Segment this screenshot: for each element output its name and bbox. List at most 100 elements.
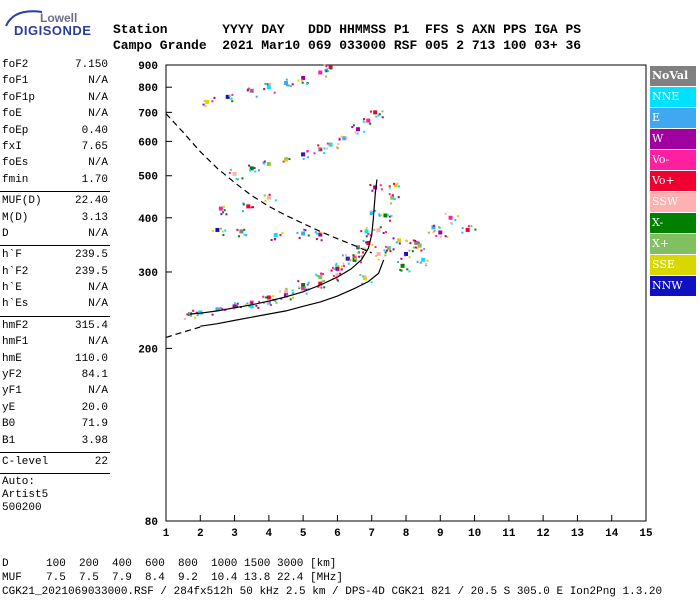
echo-spread-point	[408, 249, 411, 252]
param-row: foF2 7.150	[0, 58, 112, 74]
echo-spread-point	[230, 97, 233, 100]
echo-point	[448, 215, 453, 220]
echo-spread-point	[461, 227, 464, 230]
echo-spread-point	[236, 302, 239, 305]
echo-spread-point	[243, 228, 246, 231]
echo-spread-point	[268, 196, 271, 199]
echo-point	[318, 275, 323, 280]
echo-spread-point	[254, 170, 257, 173]
echo-spread-point	[385, 231, 388, 234]
echo-spread-point	[370, 281, 373, 284]
echo-spread-point	[228, 171, 231, 174]
y-tick-label: 200	[138, 344, 158, 356]
echo-spread-point	[346, 257, 349, 260]
echo-spread-point	[397, 185, 400, 188]
echo-spread-point	[343, 264, 346, 267]
echo-point	[335, 266, 340, 271]
echo-spread-point	[393, 182, 396, 185]
echo-spread-point	[414, 246, 417, 249]
param-label: foE	[2, 108, 22, 121]
echo-spread-point	[223, 209, 226, 212]
echo-spread-point	[291, 83, 294, 86]
param-value: 239.5	[74, 265, 108, 278]
echo-spread-point	[356, 132, 359, 135]
echo-spread-point	[264, 199, 267, 202]
echo-spread-point	[470, 225, 473, 228]
echo-spread-point	[236, 178, 239, 181]
param-value: N/A	[88, 91, 108, 104]
echo-spread-point	[286, 294, 289, 297]
header-field-names: Station YYYY DAY DDD HHMMSS P1 FFS S AXN…	[113, 22, 582, 37]
echo-spread-point	[247, 88, 250, 91]
echo-spread-point	[384, 251, 387, 254]
echo-spread-point	[251, 206, 254, 209]
echo-spread-point	[330, 269, 333, 272]
echo-spread-point	[382, 232, 385, 235]
echo-spread-point	[354, 257, 357, 260]
echo-point	[249, 304, 254, 309]
echo-spread-point	[388, 185, 391, 188]
param-row: B0 71.9	[0, 417, 112, 433]
echo-spread-point	[347, 257, 350, 260]
param-label: C-level	[2, 455, 49, 468]
param-value: 1.70	[81, 173, 108, 186]
footer-value: 800	[178, 558, 198, 570]
echo-spread-point	[406, 268, 409, 271]
echo-spread-point	[361, 282, 364, 285]
param-row: h`F 239.5	[0, 248, 112, 264]
param-label: h`F2	[2, 265, 29, 278]
param-label: foEp	[2, 124, 29, 137]
echo-spread-point	[393, 198, 396, 201]
echo-point	[352, 254, 357, 259]
echo-spread-point	[301, 81, 304, 84]
echo-spread-point	[189, 314, 192, 317]
echo-spread-point	[222, 211, 225, 214]
param-value: 22.40	[74, 195, 108, 208]
echo-point	[318, 70, 323, 75]
echo-spread-point	[364, 248, 367, 251]
echo-spread-point	[444, 212, 447, 215]
echo-point	[431, 225, 436, 230]
echo-spread-point	[354, 254, 357, 257]
echo-spread-point	[274, 199, 277, 202]
echo-spread-point	[255, 95, 258, 98]
y-tick-label: 700	[138, 108, 158, 120]
echo-spread-point	[378, 214, 381, 217]
echo-spread-point	[315, 232, 318, 235]
file-info-line: CGK21_2021069033000.RSF / 284fx512h 50 k…	[2, 586, 663, 598]
logo-lowell-text: Lowell	[40, 11, 78, 25]
param-row: foF1 N/A	[0, 74, 112, 90]
echo-spread-point	[304, 229, 307, 232]
param-label: B0	[2, 418, 16, 431]
y-tick-label: 500	[138, 172, 158, 184]
echo-point	[301, 231, 306, 236]
echo-spread-point	[211, 229, 214, 232]
x-tick-label: 5	[300, 528, 307, 540]
echo-spread-point	[280, 297, 283, 300]
legend-entry-vo-: Vo-	[650, 150, 696, 170]
param-label: M(D)	[2, 211, 29, 224]
param-separator	[0, 315, 110, 317]
echo-spread-point	[381, 116, 384, 119]
footer-value: 200	[79, 558, 99, 570]
echo-spread-point	[245, 234, 248, 237]
echo-spread-point	[414, 239, 417, 242]
x-tick-label: 14	[605, 528, 619, 540]
echo-point	[284, 293, 288, 298]
echo-spread-point	[376, 230, 379, 233]
echo-spread-point	[233, 302, 236, 305]
echo-spread-point	[321, 280, 324, 283]
echo-spread-point	[285, 288, 288, 291]
echo-spread-point	[379, 226, 382, 229]
echo-point	[421, 257, 426, 262]
param-row: C-level 22	[0, 455, 112, 471]
param-value: 239.5	[74, 249, 108, 262]
y-tick-label: 400	[138, 214, 158, 226]
echo-point	[301, 75, 306, 80]
echo-spread-point	[388, 219, 391, 222]
echo-point	[386, 246, 391, 251]
footer-value: 9.2	[178, 572, 198, 584]
param-value: N/A	[88, 282, 108, 295]
echo-spread-point	[359, 261, 362, 264]
echo-point	[393, 183, 398, 188]
